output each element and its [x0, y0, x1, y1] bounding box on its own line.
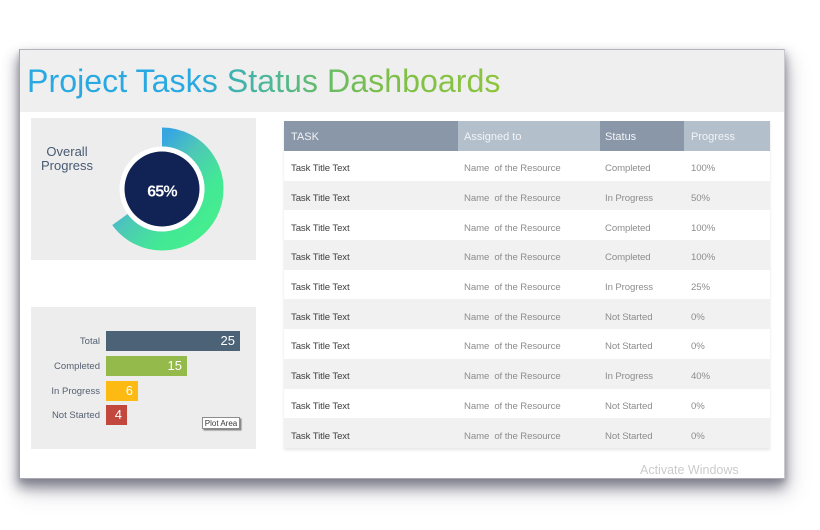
svg-text:65%: 65%	[147, 183, 177, 200]
